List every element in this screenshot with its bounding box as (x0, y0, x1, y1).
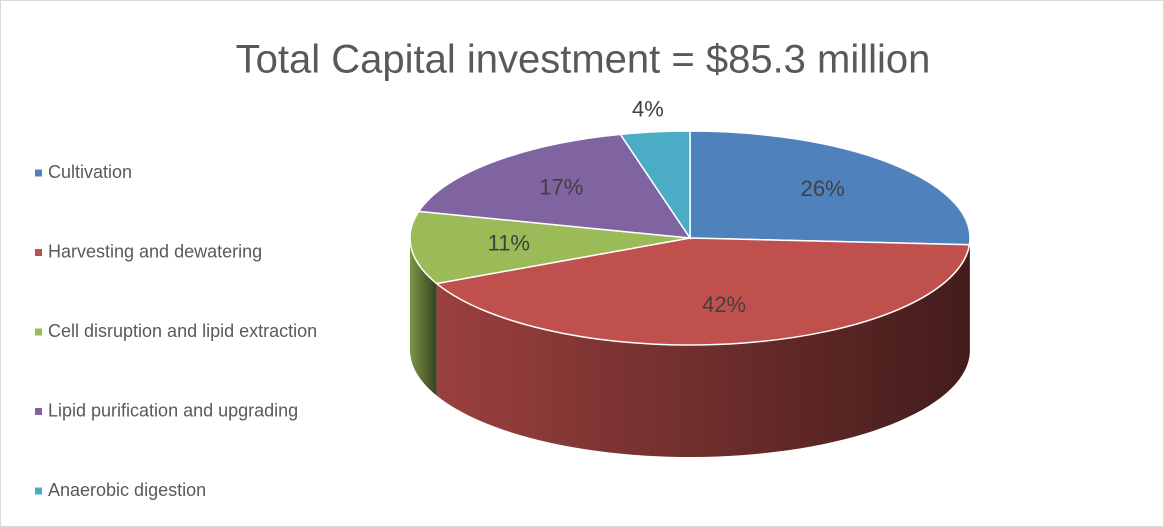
legend-swatch (35, 408, 42, 415)
data-label: 26% (801, 176, 845, 201)
data-label: 11% (488, 230, 530, 255)
legend-swatch (35, 328, 42, 336)
data-label: 4% (632, 96, 664, 121)
pie-slice (409, 210, 691, 285)
data-label: 17% (539, 175, 583, 200)
pie-side (436, 244, 970, 457)
pie-side (410, 238, 437, 396)
legend-label: Anaerobic digestion (48, 480, 206, 500)
pie-slice (619, 130, 691, 241)
legend-label: Cultivation (48, 162, 132, 182)
pie-slice (417, 133, 692, 239)
chart-title: Total Capital investment = $85.3 million (236, 38, 931, 82)
legend-swatch (35, 169, 42, 177)
data-label: 42% (702, 292, 746, 317)
pie-side (969, 238, 970, 357)
legend-swatch (35, 487, 42, 495)
legend-swatch (35, 249, 42, 256)
pie-slice (434, 237, 971, 346)
pie-slice (689, 130, 971, 246)
legend-label: Lipid purification and upgrading (48, 400, 298, 420)
legend-label: Cell disruption and lipid extraction (48, 321, 317, 341)
legend-label: Harvesting and dewatering (48, 241, 262, 261)
